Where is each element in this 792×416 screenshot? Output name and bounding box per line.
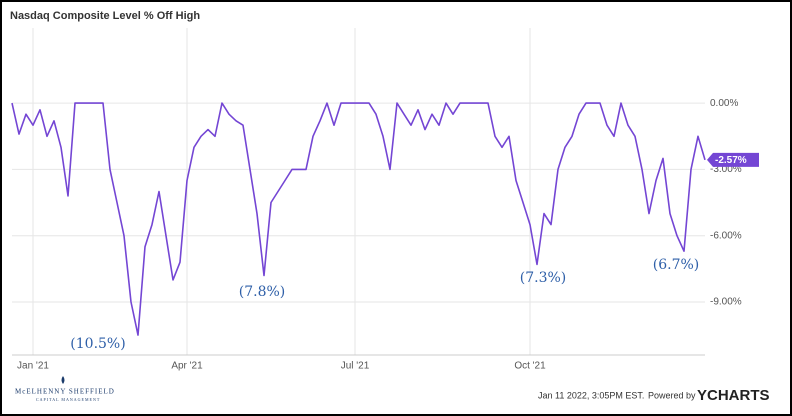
y-tick-label: -3.00%	[710, 164, 742, 175]
value-label: -2.57%	[715, 155, 747, 166]
x-tick-label: Jan '21	[17, 361, 49, 372]
x-tick-label: Apr '21	[171, 361, 203, 372]
y-tick-label: 0.00%	[710, 98, 738, 109]
x-tick-label: Jul '21	[341, 361, 370, 372]
x-tick-label: Oct '21	[514, 361, 546, 372]
timestamp: Jan 11 2022, 3:05PM EST.	[538, 390, 644, 400]
footer: McELHENNY SHEFFIELD CAPITAL MANAGEMENT J…	[15, 376, 770, 404]
powered-by: Powered by	[648, 390, 696, 400]
y-tick-label: -9.00%	[710, 297, 742, 308]
brand: YCHARTS	[697, 387, 770, 404]
y-tick-label: -6.00%	[710, 230, 742, 241]
logo-name: McELHENNY SHEFFIELD	[15, 388, 115, 396]
annotation: (10.5%)	[70, 336, 125, 352]
logo-sub: CAPITAL MANAGEMENT	[36, 397, 100, 402]
chart-title: Nasdaq Composite Level % Off High	[10, 10, 200, 22]
annotation: (7.3%)	[520, 270, 567, 286]
value-badge	[707, 152, 759, 167]
data-line	[11, 102, 706, 336]
logo-mark	[61, 376, 65, 384]
annotation: (7.8%)	[239, 284, 286, 300]
annotation: (6.7%)	[653, 257, 700, 273]
